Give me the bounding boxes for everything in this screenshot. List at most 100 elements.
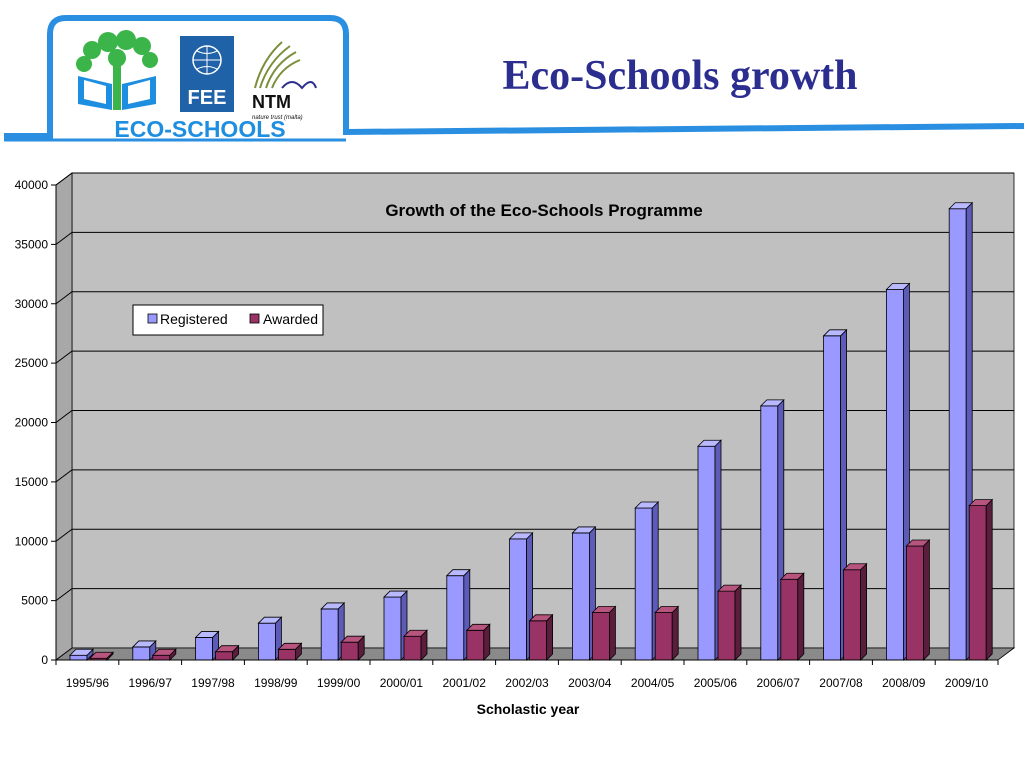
bar-top: [194, 631, 220, 638]
bar-registered: [383, 590, 408, 661]
bar-front: [529, 620, 547, 661]
bar-top: [131, 640, 157, 648]
bar-side: [734, 584, 742, 661]
bar-top: [968, 499, 994, 507]
bar-awarded: [340, 635, 366, 661]
x-tick-label: 1997/98: [191, 676, 235, 690]
ntm-tagline: nature trust (malta): [252, 115, 303, 121]
bar-top: [320, 602, 346, 610]
bar-side: [546, 613, 553, 661]
y-tick-label: 15000: [15, 475, 49, 489]
bar-front: [780, 578, 799, 661]
y-tick-label: 25000: [15, 356, 49, 370]
bar-side: [985, 498, 993, 661]
y-tick-label: 5000: [21, 594, 48, 608]
bar-front: [69, 654, 88, 661]
bar-top: [842, 563, 868, 571]
gridline: [55, 291, 1014, 305]
bar-front: [760, 405, 779, 661]
bar-top: [571, 526, 597, 534]
legend-label-awarded: Awarded: [263, 311, 318, 327]
bar-registered: [948, 201, 974, 661]
bar-top: [779, 572, 805, 580]
bar-awarded: [214, 644, 240, 661]
x-tick-label: 2000/01: [380, 676, 424, 690]
bar-front: [383, 596, 402, 661]
bar-registered: [885, 282, 911, 661]
bar-top: [340, 635, 366, 643]
x-tick-label: 2004/05: [631, 676, 675, 690]
bar-front: [320, 608, 339, 661]
fee-logo-text: FEE: [188, 87, 227, 109]
ntm-logo-text: NTM: [252, 92, 291, 112]
x-tick-label: 2002/03: [505, 676, 549, 690]
bar-front: [446, 575, 465, 661]
bar-top: [948, 202, 974, 210]
bar-top: [383, 590, 408, 598]
bar-awarded: [842, 562, 868, 661]
bar-front: [717, 590, 736, 661]
bar-top: [654, 606, 680, 613]
plot-background: [54, 172, 1016, 661]
bar-top: [885, 283, 911, 290]
bar-top: [214, 645, 240, 653]
bar-registered: [257, 616, 283, 661]
bar-front: [572, 532, 590, 661]
x-tick-label: 2009/10: [945, 676, 989, 690]
bar-registered: [320, 601, 346, 661]
gridline: [55, 231, 1014, 245]
bar-front: [948, 208, 967, 661]
bar-front: [843, 569, 861, 661]
bar-front: [886, 289, 904, 661]
x-tick-label: 1995/96: [66, 676, 110, 690]
bar-front: [340, 641, 359, 661]
bar-front: [215, 651, 234, 661]
bar-front: [823, 335, 841, 661]
bar-registered: [131, 639, 157, 661]
bar-front: [592, 612, 610, 661]
legend-swatch-registered: [147, 313, 158, 324]
bar-awarded: [654, 605, 680, 661]
legend-swatch-awarded: [249, 313, 260, 324]
bar-front: [654, 612, 673, 661]
bar-awarded: [277, 642, 303, 661]
bar-awarded: [528, 613, 554, 661]
bar-front: [466, 629, 485, 661]
gridline: [55, 350, 1014, 364]
bar-awarded: [403, 629, 428, 661]
bar-top: [69, 648, 94, 656]
ntm-logo: NTM nature trust (malta): [252, 41, 317, 121]
bar-top: [822, 329, 848, 337]
bar-front: [906, 545, 924, 661]
bar-top: [717, 584, 742, 592]
bar-top: [445, 569, 471, 577]
y-tick-label: 30000: [15, 297, 49, 311]
x-tick-label: 1996/97: [129, 676, 173, 690]
bar-awarded: [905, 539, 931, 661]
bar-registered: [759, 398, 785, 661]
bar-top: [465, 623, 491, 631]
bar-top: [508, 532, 534, 540]
y-tick-label: 35000: [15, 237, 49, 251]
bar-front: [697, 445, 716, 661]
bars: [69, 201, 994, 661]
bar-side: [609, 605, 616, 661]
bar-registered: [697, 439, 722, 661]
chart-title: Growth of the Eco-Schools Programme: [385, 201, 702, 220]
bar-top: [403, 629, 428, 637]
bar-awarded: [465, 623, 491, 661]
bar-front: [403, 635, 422, 661]
legend: Registered Awarded: [132, 304, 324, 336]
bar-top: [277, 642, 303, 650]
bar-top: [151, 648, 177, 656]
bar-awarded: [717, 584, 742, 661]
x-tick-label: 2007/08: [819, 676, 863, 690]
gridline: [55, 410, 1014, 423]
bar-top: [905, 539, 931, 547]
bar-awarded: [779, 572, 805, 661]
slide-title: Eco-Schools growth: [502, 53, 858, 99]
gridline: [55, 172, 1014, 186]
y-tick-label: 10000: [15, 534, 49, 548]
bar-front: [277, 648, 296, 661]
bar-registered: [822, 328, 848, 661]
